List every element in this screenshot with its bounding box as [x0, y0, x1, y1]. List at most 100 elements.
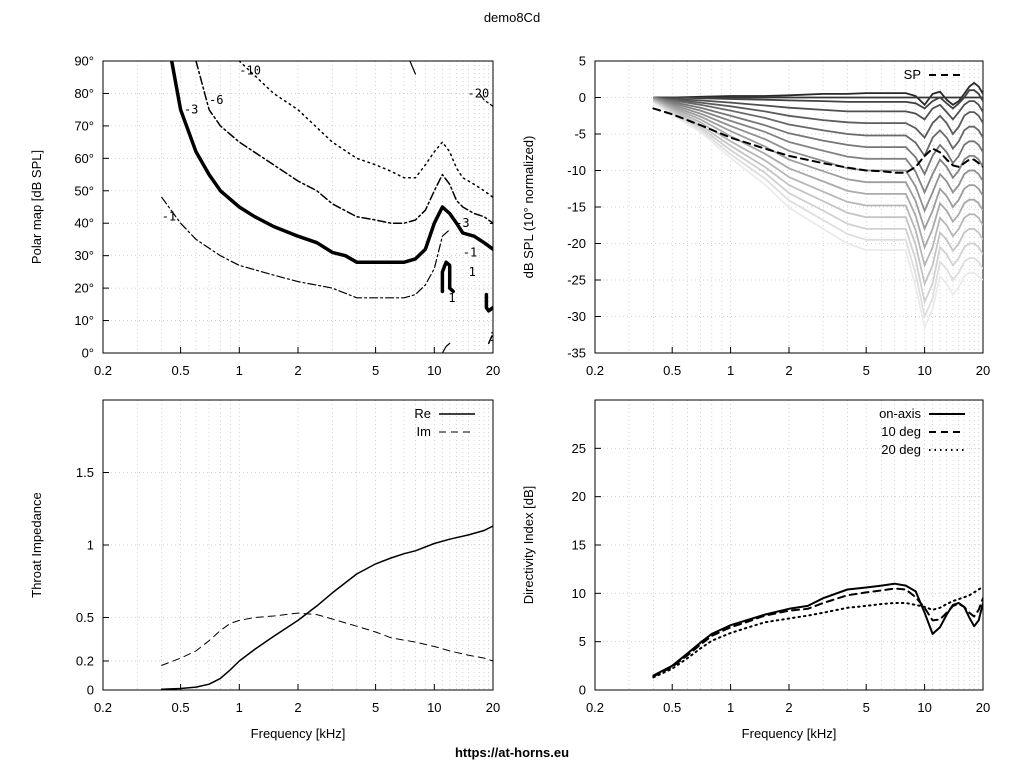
contour-label: -3 — [455, 216, 469, 230]
y-tick-label: 1 — [87, 538, 94, 553]
angle-curve — [653, 98, 983, 232]
y-tick-label: -20 — [567, 236, 586, 251]
series-line-6 — [195, 61, 493, 224]
angle-curve — [653, 96, 983, 121]
y-tick-label: 0.2 — [76, 654, 94, 669]
angle-curve — [652, 101, 983, 320]
angle-curve — [653, 96, 983, 177]
y-tick-label: 10° — [74, 313, 94, 328]
x-tick-label: 0.2 — [94, 363, 112, 378]
y-tick-label: -10 — [567, 163, 586, 178]
x-tick-label: 2 — [785, 363, 792, 378]
y-axis-label: dB SPL (10° normalized) — [521, 136, 536, 279]
angle-curve — [653, 98, 983, 250]
y-tick-label: 30° — [74, 248, 94, 263]
angle-curve — [653, 96, 983, 140]
x-tick-label: 5 — [372, 363, 379, 378]
y-tick-label: 90° — [74, 54, 94, 69]
y-tick-label: -25 — [567, 273, 586, 288]
series-line-1c — [441, 342, 451, 353]
y-tick-label: -30 — [567, 309, 586, 324]
legend-label: on-axis — [879, 406, 921, 421]
y-axis-label: Directivity Index [dB] — [521, 486, 536, 605]
contour-label: -6 — [209, 93, 223, 107]
series-line-20b — [478, 92, 493, 107]
y-tick-label: 25 — [572, 441, 586, 456]
series-line-20-deg — [652, 585, 983, 679]
series-line-10 — [238, 61, 493, 199]
angle-curve — [653, 96, 983, 158]
y-tick-label: 50° — [74, 183, 94, 198]
x-tick-label: 10 — [427, 363, 441, 378]
angle-curve — [653, 97, 983, 214]
legend-label: Re — [414, 406, 431, 421]
x-tick-label: 1 — [236, 700, 243, 715]
x-tick-label: 5 — [863, 363, 870, 378]
series-line-1 — [161, 196, 451, 299]
y-tick-label: -35 — [567, 346, 586, 361]
x-tick-label: 0.2 — [586, 700, 604, 715]
series-line-re — [160, 525, 493, 690]
angle-curve — [653, 96, 983, 195]
x-tick-label: 10 — [917, 700, 931, 715]
y-tick-label: 0 — [579, 683, 586, 698]
plot-area — [652, 582, 983, 679]
x-tick-label: 10 — [427, 700, 441, 715]
legend: Re Im — [414, 406, 475, 439]
y-tick-label: 0 — [579, 90, 586, 105]
x-tick-label: 1 — [236, 363, 243, 378]
y-tick-label: -15 — [567, 200, 586, 215]
x-tick-label: 0.5 — [172, 363, 190, 378]
series-line-10-deg — [652, 587, 983, 678]
x-tick-label: 20 — [976, 363, 990, 378]
figure-title: demo8Cd — [484, 10, 540, 25]
x-tick-label: 2 — [785, 700, 792, 715]
x-tick-label: 20 — [976, 700, 990, 715]
contour-label: -1 — [463, 245, 477, 259]
series-line-sp — [652, 107, 983, 174]
x-axis-label: Frequency [kHz] — [742, 726, 837, 741]
x-tick-label: 0.5 — [663, 700, 681, 715]
series-line-3 — [169, 61, 493, 264]
y-tick-label: 15 — [572, 538, 586, 553]
plot-area — [652, 81, 983, 331]
x-tick-label: 20 — [486, 700, 500, 715]
x-tick-label: 0.2 — [586, 363, 604, 378]
y-tick-label: -5 — [574, 127, 586, 142]
x-tick-label: 5 — [372, 700, 379, 715]
x-tick-label: 10 — [917, 363, 931, 378]
y-tick-label: 20° — [74, 281, 94, 296]
y-tick-label: 1.5 — [76, 465, 94, 480]
y-tick-label: 20 — [572, 489, 586, 504]
x-tick-label: 5 — [863, 700, 870, 715]
y-tick-label: 0 — [87, 683, 94, 698]
y-tick-label: 10 — [572, 586, 586, 601]
x-tick-label: 2 — [294, 700, 301, 715]
legend: on-axis 10 deg 20 deg — [879, 406, 965, 457]
y-tick-label: 60° — [74, 151, 94, 166]
angle-curve — [653, 99, 983, 269]
series-line-1b — [484, 292, 493, 313]
legend-label: Im — [417, 424, 431, 439]
angle-curve — [653, 81, 983, 107]
contour-label: 1 — [490, 330, 497, 344]
x-tick-label: 0.2 — [94, 700, 112, 715]
angle-curve — [652, 102, 983, 331]
angle-curve — [653, 89, 983, 110]
series-line-1d — [487, 332, 493, 345]
series-line-on-axis — [652, 582, 983, 677]
plots-layer: 0.2 0.5 1 2 5 10 200°10°20°30°40°50°60°70°80°9… — [29, 54, 990, 742]
x-axis-label: Frequency [kHz] — [251, 726, 346, 741]
x-tick-label: 2 — [294, 363, 301, 378]
y-tick-label: 40° — [74, 216, 94, 231]
x-tick-label: 1 — [727, 363, 734, 378]
y-tick-label: 0.5 — [76, 610, 94, 625]
contour-label: 1 — [469, 265, 476, 279]
y-axis-label: Polar map [dB SPL] — [29, 150, 44, 264]
angle-curve — [652, 101, 983, 305]
series-line-20 — [409, 61, 416, 75]
angle-curve — [652, 100, 983, 287]
